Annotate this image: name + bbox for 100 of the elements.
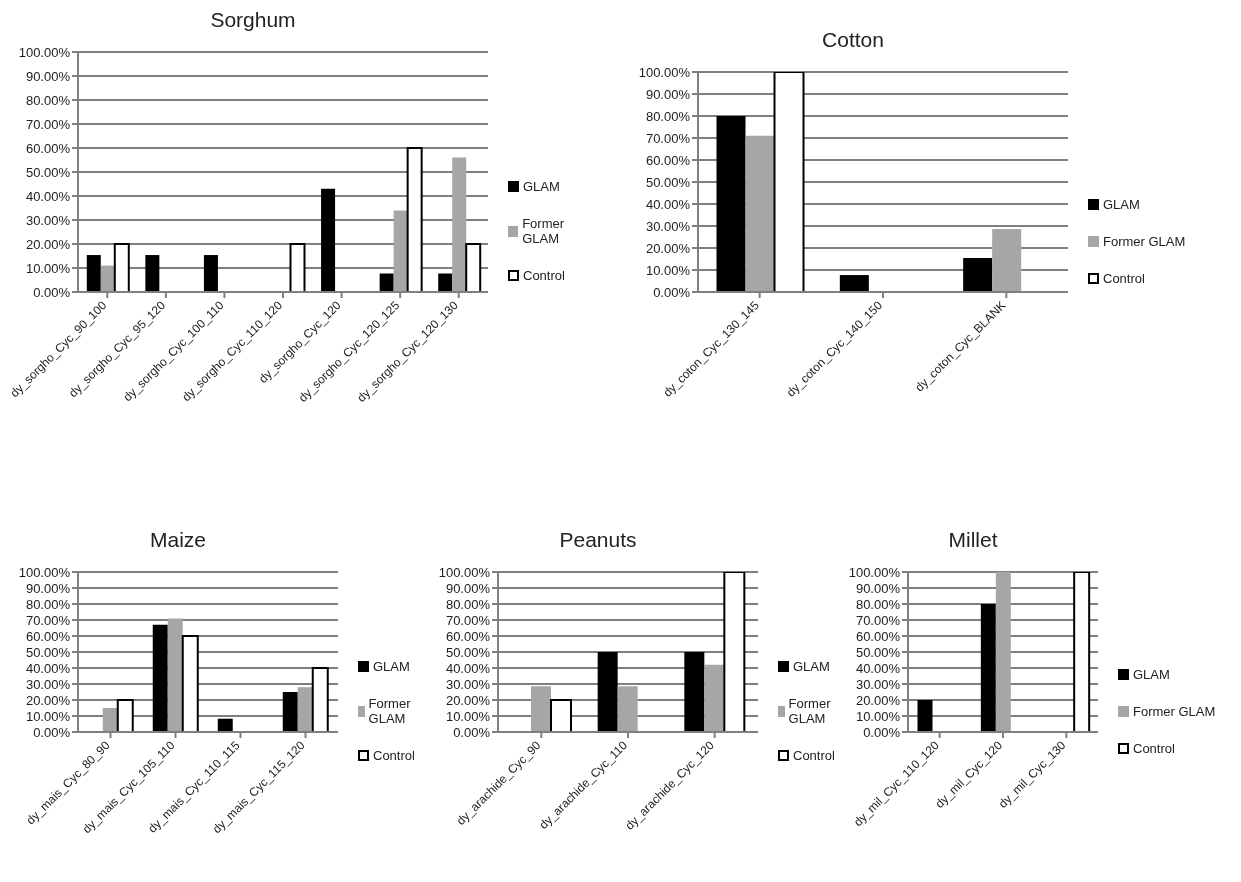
bar <box>992 229 1022 292</box>
bar <box>452 157 467 292</box>
y-tick-label: 30.00% <box>25 676 71 692</box>
y-tick-label: 40.00% <box>25 188 71 204</box>
bar <box>297 687 313 732</box>
bar <box>203 255 218 292</box>
legend-label: Control <box>793 748 835 763</box>
bar <box>1073 572 1091 732</box>
bar <box>597 652 618 732</box>
y-tick-label: 80.00% <box>445 596 491 612</box>
bar <box>152 624 168 732</box>
legend-label: Control <box>1103 270 1145 286</box>
bar <box>217 718 233 732</box>
legend-label: GLAM <box>523 179 560 194</box>
bar <box>773 72 805 292</box>
y-tick-label: 50.00% <box>445 644 491 660</box>
bar <box>917 700 933 732</box>
chart-title: Cotton <box>821 28 885 53</box>
y-tick-label: 50.00% <box>645 174 691 190</box>
bar <box>839 275 869 292</box>
y-tick-label: 90.00% <box>445 580 491 596</box>
y-tick-label: 0.00% <box>33 284 71 300</box>
bar <box>393 210 408 292</box>
y-tick-label: 100.00% <box>638 64 691 80</box>
y-tick-label: 0.00% <box>653 284 691 300</box>
y-tick-label: 10.00% <box>645 262 691 278</box>
legend-label: GLAM <box>1103 196 1140 212</box>
y-tick-label: 20.00% <box>25 692 71 708</box>
legend-label: GLAM <box>373 659 410 674</box>
legend-label: Former GLAM <box>788 696 832 726</box>
bar <box>980 604 996 732</box>
bar <box>963 258 993 292</box>
y-tick-label: 50.00% <box>25 644 71 660</box>
legend-label: Control <box>523 268 565 283</box>
bar <box>617 686 638 732</box>
legend-label: GLAM <box>793 659 830 674</box>
y-tick-label: 90.00% <box>855 580 901 596</box>
bar <box>86 255 101 292</box>
legend-label: Former GLAM <box>368 696 412 726</box>
y-tick-label: 10.00% <box>855 708 901 724</box>
y-tick-label: 100.00% <box>18 44 71 60</box>
legend-label: Control <box>1133 740 1175 756</box>
y-tick-label: 10.00% <box>445 708 491 724</box>
chart-title: Millet <box>947 528 999 553</box>
bar <box>289 243 306 292</box>
y-tick-label: 40.00% <box>445 660 491 676</box>
y-tick-label: 30.00% <box>445 676 491 692</box>
bar <box>995 572 1011 732</box>
y-tick-label: 20.00% <box>855 692 901 708</box>
y-tick-label: 100.00% <box>438 564 491 580</box>
y-tick-label: 70.00% <box>25 612 71 628</box>
y-tick-label: 0.00% <box>33 724 71 740</box>
y-tick-label: 30.00% <box>855 676 901 692</box>
y-tick-label: 60.00% <box>855 628 901 644</box>
chart-title: Maize <box>149 528 207 553</box>
bar <box>531 686 551 732</box>
bar <box>550 699 572 732</box>
y-tick-label: 50.00% <box>25 164 71 180</box>
legend-label: Former GLAM <box>522 216 566 246</box>
y-tick-label: 30.00% <box>25 212 71 228</box>
bar <box>379 273 394 292</box>
bar <box>311 667 329 732</box>
y-tick-label: 30.00% <box>645 218 691 234</box>
y-tick-label: 40.00% <box>25 660 71 676</box>
y-tick-label: 70.00% <box>445 612 491 628</box>
legend-label: GLAM <box>1133 666 1170 682</box>
bar <box>113 243 130 292</box>
y-tick-label: 80.00% <box>25 92 71 108</box>
y-tick-label: 90.00% <box>645 86 691 102</box>
y-tick-label: 70.00% <box>25 116 71 132</box>
bar <box>282 692 298 732</box>
y-tick-label: 0.00% <box>863 724 901 740</box>
legend-label: Control <box>373 748 415 763</box>
y-tick-label: 10.00% <box>25 708 71 724</box>
y-tick-label: 80.00% <box>645 108 691 124</box>
legend-label: Former GLAM <box>1103 233 1186 249</box>
bar <box>406 147 423 292</box>
y-tick-label: 60.00% <box>645 152 691 168</box>
y-tick-label: 90.00% <box>25 68 71 84</box>
legend-label: Former GLAM <box>1133 703 1216 719</box>
bar <box>181 635 199 732</box>
chart-title: Peanuts <box>558 528 638 553</box>
bar <box>684 652 705 732</box>
bar <box>438 273 453 292</box>
y-tick-label: 20.00% <box>645 240 691 256</box>
y-tick-label: 40.00% <box>855 660 901 676</box>
y-tick-label: 70.00% <box>855 612 901 628</box>
y-tick-label: 20.00% <box>25 236 71 252</box>
bar <box>716 116 746 292</box>
y-tick-label: 10.00% <box>25 260 71 276</box>
y-tick-label: 90.00% <box>25 580 71 596</box>
y-tick-label: 0.00% <box>453 724 491 740</box>
y-tick-label: 100.00% <box>18 564 71 580</box>
y-tick-label: 80.00% <box>855 596 901 612</box>
bar <box>167 618 183 732</box>
y-tick-label: 40.00% <box>645 196 691 212</box>
y-tick-label: 60.00% <box>445 628 491 644</box>
y-tick-label: 50.00% <box>855 644 901 660</box>
y-tick-label: 70.00% <box>645 130 691 146</box>
y-tick-label: 20.00% <box>445 692 491 708</box>
